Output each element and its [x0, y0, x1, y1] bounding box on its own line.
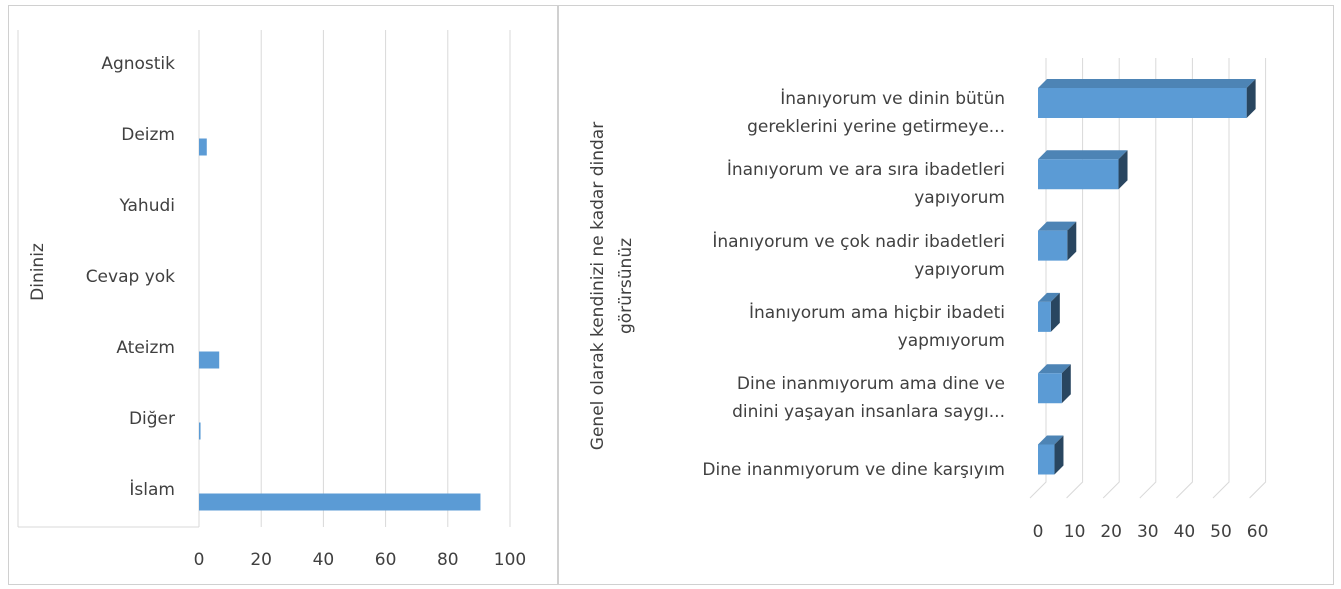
bar-side: [1246, 79, 1256, 118]
bar-top: [1038, 364, 1071, 374]
x-tick-label: 40: [1173, 522, 1196, 542]
y-tick-label: İnanıyorum ve ara sıra ibadetleri yapıyo…: [726, 160, 1005, 209]
y-tick-label: Ateizm: [116, 337, 175, 358]
bar-front: [1038, 301, 1051, 332]
panel-right: [558, 5, 1334, 585]
bar: [1038, 435, 1064, 475]
bar: [1038, 292, 1060, 332]
y-tick-label: İnanıyorum ve dinin bütün gereklerini ye…: [747, 89, 1005, 137]
bar-top: [1038, 221, 1077, 231]
x-tick-label: 10: [1063, 522, 1086, 542]
x-tick-label: 30: [1136, 522, 1159, 542]
y-axis-title: Dininiz: [28, 243, 48, 301]
x-tick-label: 50: [1210, 522, 1232, 542]
y-tick-label: Cevap yok: [85, 266, 175, 287]
y-tick-label: Dine inanmıyorum ve dine karşıyım: [702, 459, 1005, 480]
bar-side: [1067, 221, 1077, 261]
bar: [1038, 221, 1077, 261]
grid-line: [1212, 58, 1230, 499]
grid-line: [1249, 58, 1267, 499]
x-tick-label: 100: [493, 550, 527, 570]
bar-front: [1038, 88, 1247, 118]
bar: [199, 493, 481, 511]
y-tick-label: İnanıyorum ama hiçbir ibadeti yapmıyorum: [748, 302, 1005, 351]
bar-side: [1054, 435, 1064, 475]
y-tick-label: Diğer: [128, 408, 175, 429]
x-tick-label: 60: [1246, 522, 1269, 542]
bar: [199, 138, 207, 156]
bar-side: [1061, 364, 1071, 404]
bar-side: [1050, 292, 1060, 332]
bar: [199, 351, 220, 369]
x-tick-label: 20: [250, 550, 272, 570]
bar-front: [1038, 159, 1119, 190]
bar-top: [1038, 150, 1128, 160]
bar-top: [1038, 435, 1064, 445]
grid-line: [1102, 58, 1120, 499]
y-tick-label: İslam: [129, 479, 175, 500]
x-tick-label: 0: [193, 550, 205, 570]
bar-front: [1038, 444, 1055, 475]
bar: [199, 422, 201, 440]
y-axis-title: Genel olarak kendinizi ne kadar dindar g…: [588, 121, 636, 451]
bar-front: [1038, 230, 1068, 261]
bar-top: [1038, 292, 1060, 302]
y-tick-label: Agnostik: [101, 53, 175, 74]
x-tick-label: 60: [374, 550, 397, 570]
panel-left: [8, 5, 558, 585]
bar-front: [1038, 373, 1062, 404]
y-tick-label: İnanıyorum ve çok nadir ibadetleri yapıy…: [712, 231, 1005, 280]
grid-line: [1139, 58, 1157, 499]
bar: [1038, 364, 1071, 404]
grid-line: [1066, 58, 1084, 499]
y-tick-label: Yahudi: [119, 195, 175, 216]
bar-top: [1038, 79, 1256, 88]
bar: [1038, 79, 1256, 118]
x-tick-label: 0: [1032, 522, 1044, 542]
x-tick-label: 40: [312, 550, 335, 570]
y-tick-label: Dine inanmıyorum ama dine ve dinini yaşa…: [732, 374, 1005, 423]
x-tick-label: 80: [436, 550, 459, 570]
y-tick-label: Deizm: [121, 124, 175, 145]
grid-line: [1029, 58, 1047, 499]
bar: [1038, 150, 1128, 190]
x-tick-label: 20: [1100, 522, 1122, 542]
bar-side: [1118, 150, 1128, 190]
grid-line: [1176, 58, 1193, 499]
